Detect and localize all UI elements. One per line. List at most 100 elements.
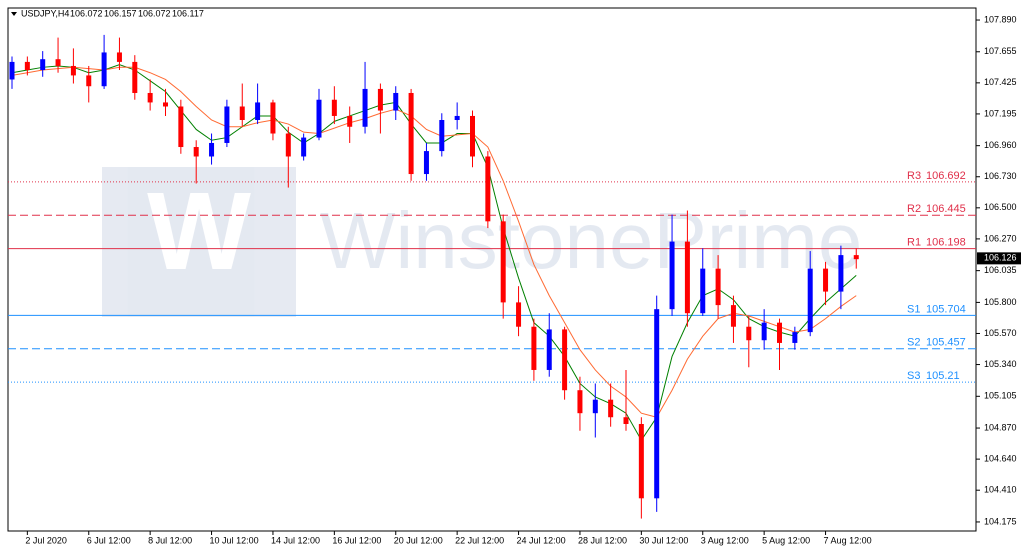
x-tick-label: 7 Aug 12:00 — [824, 535, 872, 545]
candle-body — [684, 241, 690, 314]
y-tick-label: 106.960 — [984, 140, 1017, 150]
candle-body — [500, 221, 506, 303]
level-value: 106.445 — [926, 203, 966, 215]
candle-body — [439, 120, 445, 152]
candle-body — [470, 115, 475, 157]
level-value: 105.457 — [926, 337, 966, 349]
candle-body — [316, 99, 322, 138]
candle-body — [792, 332, 798, 343]
x-tick-label: 10 Jul 12:00 — [210, 535, 259, 545]
candle-body — [838, 255, 844, 292]
y-tick-label: 104.870 — [984, 422, 1017, 432]
candle-body — [423, 151, 429, 175]
x-tick-label: 8 Jul 12:00 — [148, 535, 192, 545]
candle-body — [347, 115, 353, 127]
candle-body — [362, 88, 368, 127]
y-tick-label: 106.730 — [984, 171, 1017, 181]
candle-body — [608, 399, 614, 418]
moving-average — [11, 64, 857, 442]
candle-body — [163, 102, 168, 107]
candle-body — [592, 399, 598, 414]
candle-body — [239, 106, 245, 121]
x-tick-label: 3 Aug 12:00 — [701, 535, 749, 545]
y-tick-label: 106.035 — [984, 265, 1017, 275]
candle-body — [562, 329, 568, 391]
header-price: 106.117 — [172, 8, 204, 18]
candle-body — [777, 322, 782, 343]
symbol: USDJPY,H4 — [21, 8, 69, 18]
candle-body — [623, 417, 629, 424]
level-value: 106.198 — [926, 237, 966, 249]
y-tick-label: 105.105 — [984, 391, 1017, 401]
candle-body — [285, 133, 291, 157]
level-value: 106.692 — [926, 170, 966, 182]
candle-body — [516, 302, 522, 327]
candle-body — [807, 268, 813, 333]
menu-arrow[interactable] — [11, 12, 17, 16]
y-tick-label: 104.640 — [984, 453, 1017, 463]
watermark-logo: W — [102, 167, 296, 317]
candle-body — [730, 305, 736, 327]
candle-body — [24, 61, 30, 71]
candle-body — [209, 142, 215, 157]
header-price: 106.072 — [138, 8, 171, 18]
svg-text:W: W — [147, 170, 251, 293]
candle-body — [147, 92, 153, 103]
current-price-box — [977, 252, 1021, 265]
level-name: R2 — [907, 203, 921, 215]
level-value: 105.21 — [926, 370, 960, 382]
candle-body — [9, 61, 15, 80]
candle-body — [823, 268, 829, 292]
candle-body — [669, 241, 675, 310]
candle-body — [101, 52, 107, 87]
current-price-label: 106.126 — [984, 253, 1017, 263]
header-price: 106.072 — [70, 8, 103, 18]
y-tick-label: 106.270 — [984, 233, 1017, 243]
candle-body — [654, 309, 660, 499]
candle-body — [40, 59, 46, 71]
y-tick-label: 106.500 — [984, 202, 1017, 212]
candle-body — [700, 268, 706, 314]
y-tick-label: 104.410 — [984, 485, 1017, 495]
candle-body — [454, 115, 460, 121]
x-tick-label: 6 Jul 12:00 — [87, 535, 131, 545]
candle-body — [746, 326, 752, 341]
candle-body — [70, 65, 76, 76]
x-tick-label: 30 Jul 12:00 — [639, 535, 688, 545]
x-tick-label: 16 Jul 12:00 — [332, 535, 381, 545]
candle-body — [531, 326, 537, 370]
candle-body — [193, 147, 199, 157]
y-tick-label: 107.890 — [984, 14, 1017, 24]
candle-body — [546, 329, 552, 370]
candle-body — [255, 102, 261, 121]
level-value: 105.704 — [926, 303, 966, 315]
y-tick-label: 107.655 — [984, 46, 1017, 56]
candle-body — [55, 59, 61, 66]
y-tick-label: 105.340 — [984, 359, 1017, 369]
plot-frame — [7, 7, 977, 532]
candle-body — [270, 102, 276, 134]
candle-body — [132, 61, 138, 93]
candle-body — [485, 156, 491, 222]
y-tick-label: 107.425 — [984, 77, 1017, 87]
candle-body — [577, 390, 583, 414]
x-tick-label: 5 Aug 12:00 — [762, 535, 810, 545]
level-name: S2 — [907, 337, 920, 349]
candle-body — [408, 92, 414, 175]
candle-body — [715, 268, 721, 306]
level-name: S1 — [907, 303, 920, 315]
candle-body — [638, 423, 644, 499]
y-tick-label: 104.175 — [984, 516, 1017, 526]
x-tick-label: 2 Jul 2020 — [25, 535, 67, 545]
candle-body — [178, 106, 184, 148]
candle-body — [853, 255, 859, 260]
candle-body — [377, 88, 383, 111]
candle-body — [301, 137, 307, 157]
candle-body — [331, 99, 337, 116]
level-name: R3 — [907, 170, 921, 182]
candle-body — [393, 92, 399, 111]
moving-average — [11, 66, 857, 418]
y-tick-label: 105.570 — [984, 328, 1017, 338]
candle-body — [86, 75, 92, 87]
